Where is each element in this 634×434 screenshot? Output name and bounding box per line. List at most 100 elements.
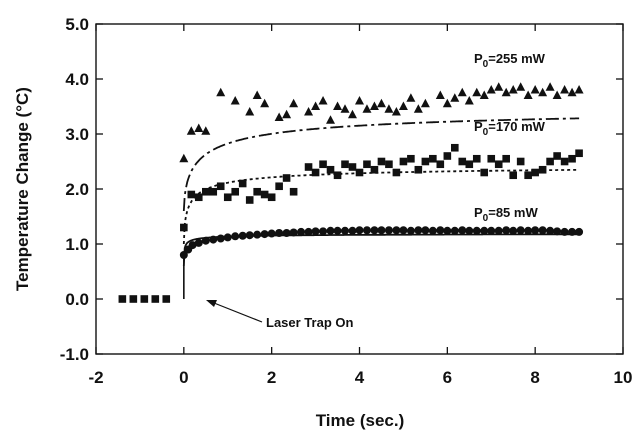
circle-point	[443, 226, 452, 235]
triangle-point	[413, 104, 423, 113]
circle-point	[465, 226, 474, 235]
circle-point	[436, 226, 445, 235]
square-point	[245, 196, 254, 204]
y-tick-label: 0.0	[65, 290, 89, 309]
triangle-point	[245, 107, 255, 116]
triangle-point	[333, 101, 343, 110]
series-label: P0=255 mW	[474, 51, 546, 70]
square-point	[385, 160, 393, 169]
circle-point	[377, 226, 386, 235]
data-points	[118, 82, 584, 303]
circle-point	[231, 232, 240, 241]
circle-point	[450, 226, 459, 235]
circle-point	[487, 226, 496, 235]
series-label: P0=85 mW	[474, 205, 538, 224]
square-point	[231, 187, 240, 196]
circle-point	[414, 226, 423, 235]
triangle-point	[391, 107, 401, 116]
y-tick-label: 5.0	[65, 15, 89, 34]
triangle-point	[523, 90, 533, 99]
circle-point	[546, 226, 555, 235]
triangle-point	[282, 109, 292, 119]
x-tick-label: 8	[530, 368, 539, 387]
annotation-arrowhead	[206, 300, 217, 307]
triangle-point	[420, 98, 430, 108]
square-point	[355, 168, 364, 177]
square-point	[282, 174, 291, 182]
triangle-point	[179, 153, 189, 163]
square-point	[399, 157, 408, 166]
y-axis-title: Temperature Change (°C)	[13, 87, 32, 291]
x-tick-label: 0	[179, 368, 188, 387]
circle-point	[238, 231, 247, 240]
y-tick-label: 4.0	[65, 70, 89, 89]
circle-point	[188, 241, 197, 250]
circle-point	[333, 226, 342, 235]
x-tick-label: 2	[267, 368, 276, 387]
square-point	[516, 157, 525, 166]
triangle-point	[464, 96, 474, 105]
square-point	[502, 154, 510, 163]
square-point	[487, 154, 496, 163]
triangle-point	[501, 87, 511, 97]
square-point	[377, 157, 386, 166]
circle-point	[428, 226, 437, 235]
triangle-point	[216, 87, 226, 97]
axis-ticks: -2 0 2 4 6 8 10 -1.0 0.0 1.0 2.0 3.0 4.0 5.0	[60, 15, 633, 387]
x-tick-label: 10	[614, 368, 633, 387]
circle-point	[267, 229, 276, 238]
square-point	[553, 152, 561, 160]
circle-point	[275, 229, 284, 237]
fit-curve	[182, 117, 580, 212]
circle-point	[392, 226, 401, 235]
square-point	[319, 160, 327, 169]
square-point	[421, 157, 430, 166]
triangle-point	[398, 101, 408, 110]
square-point	[194, 193, 203, 202]
square-point	[275, 182, 283, 191]
circle-point	[406, 226, 415, 235]
laser-annotation: Laser Trap On	[206, 300, 353, 330]
triangle-point	[230, 96, 240, 105]
triangle-point	[457, 87, 467, 97]
triangle-point	[318, 96, 328, 105]
y-tick-label: 1.0	[65, 235, 89, 254]
square-point	[289, 187, 298, 196]
triangle-point	[194, 123, 204, 132]
square-point	[140, 295, 149, 303]
x-tick-label: 4	[355, 368, 365, 387]
square-point	[465, 160, 474, 169]
square-point	[267, 193, 276, 202]
y-tick-label: 3.0	[65, 125, 89, 144]
circle-point	[260, 230, 269, 239]
square-point	[260, 190, 269, 199]
triangle-point	[369, 101, 379, 110]
square-point	[450, 143, 459, 152]
square-point	[201, 187, 210, 196]
triangle-point	[545, 82, 555, 91]
triangle-point	[516, 82, 526, 91]
triangle-point	[347, 109, 357, 119]
triangle-point	[384, 104, 394, 113]
triangle-point	[486, 85, 496, 94]
circle-point	[568, 227, 577, 236]
circle-point	[319, 227, 328, 236]
triangle-point	[274, 112, 284, 121]
square-point	[392, 168, 401, 177]
fit-curve	[182, 168, 580, 245]
square-point	[407, 154, 415, 163]
square-point	[180, 223, 188, 232]
circle-point	[297, 227, 306, 236]
square-point	[253, 187, 261, 196]
x-tick-label: -2	[88, 368, 103, 387]
square-point	[429, 154, 437, 163]
x-tick-label: 6	[443, 368, 452, 387]
circle-point	[223, 233, 232, 242]
square-point	[480, 168, 489, 177]
square-point	[524, 171, 532, 180]
annotation-arrow-line	[208, 300, 263, 323]
triangle-point	[494, 82, 504, 91]
triangle-point	[406, 93, 416, 102]
triangle-point	[326, 115, 336, 124]
